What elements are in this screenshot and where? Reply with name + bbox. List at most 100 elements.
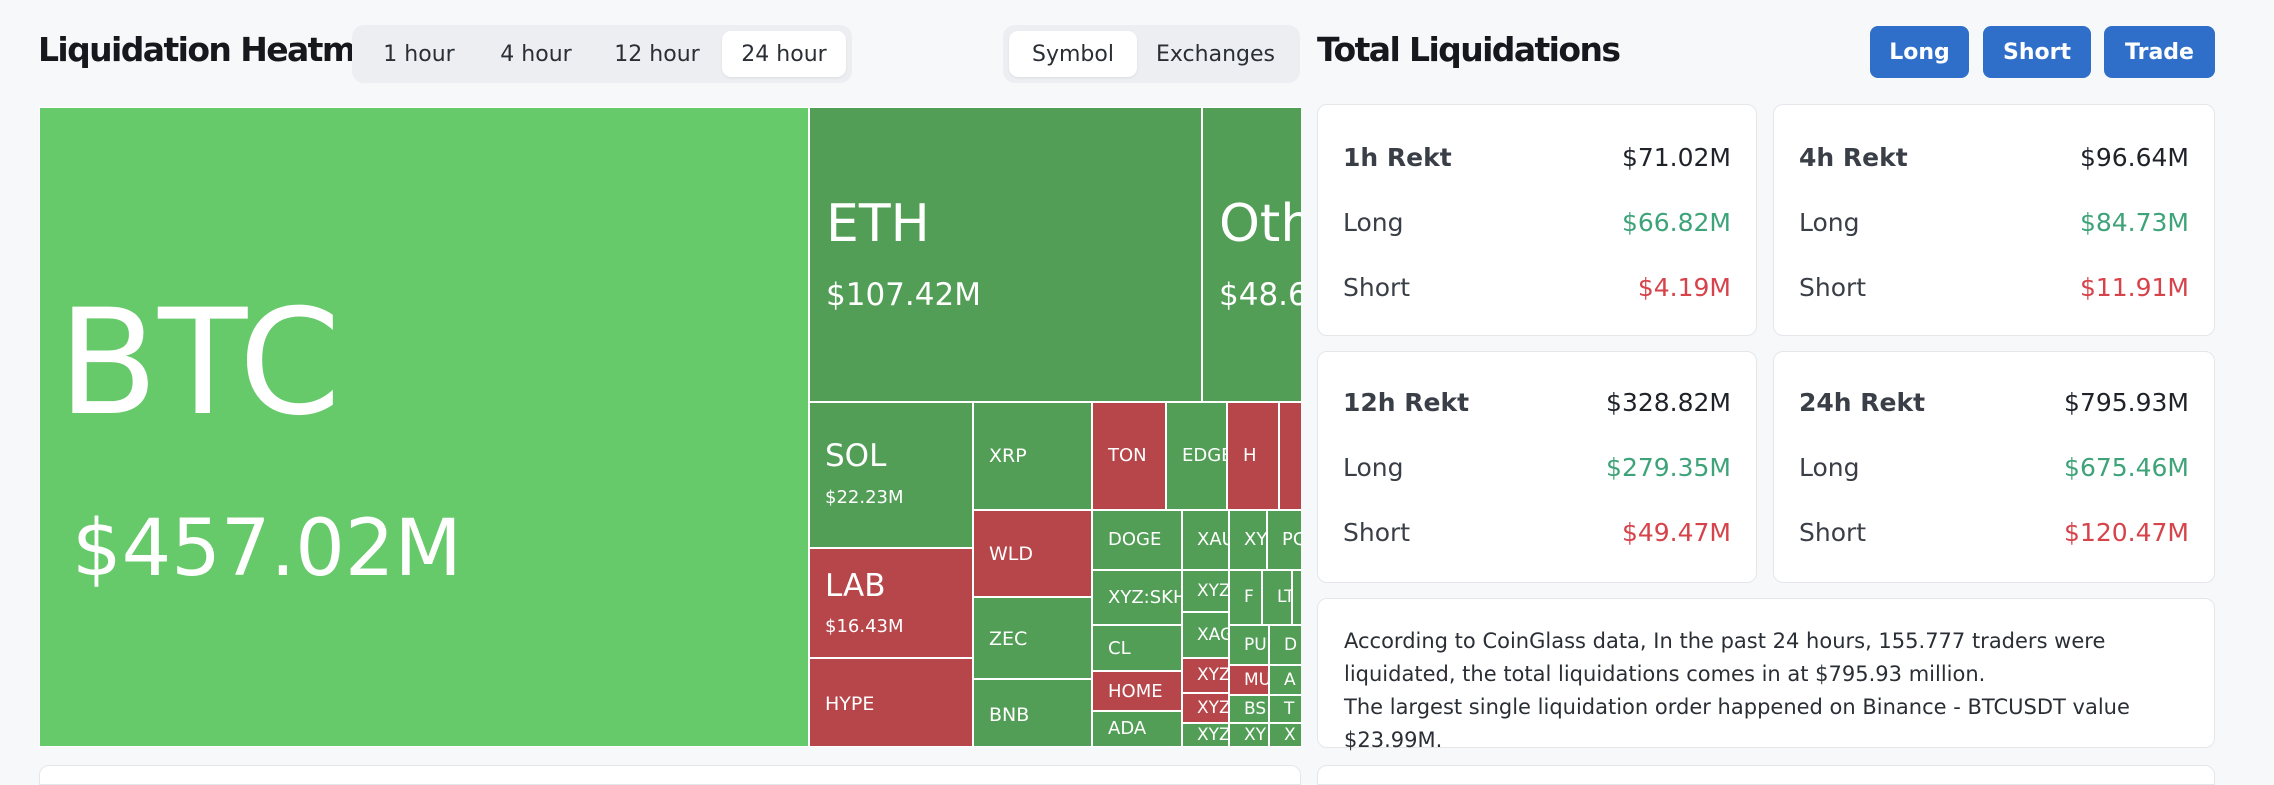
tile-xau[interactable]: XAU (1182, 510, 1229, 570)
rekt-card-1h: 1h Rekt $71.02M Long $66.82M Short $4.19… (1317, 104, 1757, 336)
short-button[interactable]: Short (1983, 26, 2091, 78)
long-button[interactable]: Long (1870, 26, 1969, 78)
grouping-selector: Symbol Exchanges (1003, 25, 1300, 83)
tile-h[interactable]: H (1227, 402, 1279, 510)
tile-xy[interactable]: XY (1229, 510, 1267, 570)
tile-symbol: BTC (58, 278, 341, 448)
tile-bs[interactable]: BS (1229, 695, 1269, 723)
tile-others[interactable]: Oth $48.66 (1202, 107, 1301, 402)
tile-xrp[interactable]: XRP (973, 402, 1092, 510)
tile-value: $457.02M (72, 504, 462, 594)
tile-symbol: SOL (825, 438, 887, 474)
rekt-card-24h: 24h Rekt $795.93M Long $675.46M Short $1… (1773, 351, 2215, 583)
tile-symbol: LAB (825, 568, 886, 604)
card-header: 4h Rekt $96.64M (1799, 143, 2189, 172)
tile-d[interactable]: D (1269, 625, 1301, 665)
long-value: $279.35M (1606, 453, 1731, 482)
tile-symbol: XYZ (1197, 581, 1229, 601)
long-label: Long (1343, 208, 1404, 237)
tab-12-hour[interactable]: 12 hour (614, 41, 700, 67)
long-label: Long (1799, 208, 1860, 237)
long-row: Long $279.35M (1343, 453, 1731, 482)
tile-symbol: X (1284, 725, 1296, 745)
trade-button[interactable]: Trade (2104, 26, 2215, 78)
tile-doge[interactable]: DOGE (1092, 510, 1182, 570)
short-row: Short $11.91M (1799, 273, 2189, 302)
short-row: Short $120.47M (1799, 518, 2189, 547)
tile-pc[interactable]: PC (1267, 510, 1301, 570)
tile-symbol: BNB (989, 704, 1030, 726)
tile-symbol: PU (1244, 635, 1267, 655)
card-header: 12h Rekt $328.82M (1343, 388, 1731, 417)
tile-edge[interactable]: EDGE (1166, 402, 1227, 510)
tile-value: $48.66 (1219, 277, 1301, 313)
tile-unlabeled[interactable] (1292, 570, 1301, 625)
tile-symbol: EDGE (1182, 445, 1226, 466)
tile-xyz[interactable]: XYZ (1182, 658, 1229, 693)
tile-symbol: XYZ (1197, 698, 1229, 718)
timeframe-selector: 1 hour 4 hour 12 hour 24 hour (352, 25, 852, 83)
tile-lab[interactable]: LAB $16.43M (809, 548, 973, 658)
tile-t[interactable]: T (1269, 695, 1301, 723)
next-panel-edge (39, 765, 1301, 785)
tile-hype[interactable]: HYPE (809, 658, 973, 747)
long-row: Long $66.82M (1343, 208, 1731, 237)
tab-symbol[interactable]: Symbol (1009, 31, 1137, 77)
tile-xy[interactable]: XY (1229, 723, 1269, 747)
tile-xyz[interactable]: XYZ (1182, 570, 1229, 612)
tile-symbol: TON (1108, 445, 1147, 466)
tile-eth[interactable]: ETH $107.42M (809, 107, 1202, 402)
tile-xag[interactable]: XAG (1182, 612, 1229, 658)
page-title: Liquidation Heatmap (38, 30, 399, 69)
tile-cl[interactable]: CL (1092, 625, 1182, 671)
next-panel-edge (1317, 765, 2215, 785)
card-label: 12h Rekt (1343, 388, 1470, 417)
tile-sol[interactable]: SOL $22.23M (809, 402, 973, 548)
tile-wld[interactable]: WLD (973, 510, 1092, 597)
card-total: $795.93M (2064, 388, 2189, 417)
tile-xyz-skh[interactable]: XYZ:SKH (1092, 570, 1182, 625)
long-value: $66.82M (1621, 208, 1731, 237)
tile-mu[interactable]: MU (1229, 665, 1269, 695)
tile-symbol: BS (1244, 699, 1267, 719)
tile-home[interactable]: HOME (1092, 671, 1182, 711)
tile-lt[interactable]: LT (1262, 570, 1292, 625)
tile-symbol: CL (1108, 638, 1131, 659)
tile-symbol: PC (1282, 529, 1301, 550)
short-label: Short (1343, 518, 1411, 547)
long-row: Long $675.46M (1799, 453, 2189, 482)
tab-24-hour[interactable]: 24 hour (722, 31, 846, 77)
tile-xyz[interactable]: XYZ (1182, 693, 1229, 723)
long-row: Long $84.73M (1799, 208, 2189, 237)
tile-ton[interactable]: TON (1092, 402, 1166, 510)
tile-symbol: XRP (989, 445, 1027, 467)
tile-symbol: HOME (1108, 681, 1163, 702)
tab-1-hour[interactable]: 1 hour (383, 41, 455, 67)
tile-pu[interactable]: PU (1229, 625, 1269, 665)
tile-symbol: ETH (826, 194, 930, 254)
card-label: 4h Rekt (1799, 143, 1908, 172)
tile-symbol: LT (1277, 587, 1291, 607)
tab-exchanges[interactable]: Exchanges (1156, 41, 1275, 67)
tile-a[interactable]: A (1269, 665, 1301, 695)
tile-zec[interactable]: ZEC (973, 597, 1092, 679)
tile-symbol: A (1284, 670, 1296, 690)
tile-xyz[interactable]: XYZ (1182, 723, 1229, 747)
tile-symbol: MU (1244, 670, 1269, 690)
tile-symbol: T (1284, 699, 1295, 719)
tile-value: $22.23M (825, 487, 904, 508)
tile-btc[interactable]: BTC $457.02M (39, 107, 809, 747)
tile-unlabeled[interactable] (1279, 402, 1301, 510)
tile-ada[interactable]: ADA (1092, 711, 1182, 747)
card-total: $96.64M (2079, 143, 2189, 172)
tile-symbol: DOGE (1108, 529, 1162, 550)
tile-bnb[interactable]: BNB (973, 679, 1092, 747)
short-row: Short $49.47M (1343, 518, 1731, 547)
rekt-card-12h: 12h Rekt $328.82M Long $279.35M Short $4… (1317, 351, 1757, 583)
card-total: $71.02M (1621, 143, 1731, 172)
short-value: $49.47M (1621, 518, 1731, 547)
tab-4-hour[interactable]: 4 hour (500, 41, 572, 67)
tile-x[interactable]: X (1269, 723, 1301, 747)
card-total: $328.82M (1606, 388, 1731, 417)
tile-f[interactable]: F (1229, 570, 1262, 625)
